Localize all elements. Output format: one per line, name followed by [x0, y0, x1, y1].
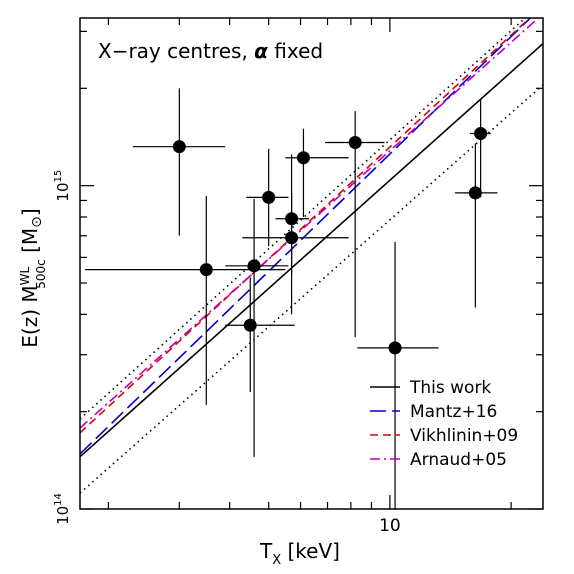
data-point-4 [262, 190, 276, 204]
y-tick-label: 1014 [53, 493, 72, 525]
data-point-3 [243, 318, 257, 332]
fit-line-dotted-2 [80, 84, 543, 494]
fit-lines [80, 18, 543, 494]
tick-labels: 10 1014 1015 [53, 170, 401, 536]
x-axis-label: TX [keV] [259, 539, 340, 568]
y-tick-label: 1015 [53, 170, 72, 202]
data-point-6 [285, 231, 299, 245]
legend-label-3: Arnaud+05 [410, 450, 507, 470]
plot-frame [79, 17, 544, 510]
axis-ticks [80, 18, 543, 510]
data-point-7 [296, 151, 310, 165]
fit-line-this-work [80, 43, 543, 458]
data-point-1 [199, 263, 213, 277]
data-point-5 [285, 212, 299, 226]
data-point-9 [388, 341, 402, 355]
legend-label-0: This work [409, 378, 491, 398]
data-points [172, 126, 488, 355]
legend-label-1: Mantz+16 [410, 402, 497, 422]
legend-label-2: Vikhlinin+09 [410, 426, 518, 446]
data-point-8 [348, 135, 362, 149]
data-point-11 [474, 126, 488, 140]
fit-line-arnaud-05 [80, 18, 540, 429]
fit-line-dotted-1 [80, 18, 527, 420]
data-point-2 [247, 259, 261, 273]
legend: This work Mantz+16 Vikhlinin+09 Arnaud+05 [370, 378, 518, 470]
data-point-10 [468, 186, 482, 200]
data-point-0 [172, 140, 186, 154]
y-axis-label: E(z) MWL 500c [M⊙] [18, 208, 48, 347]
x-tick-label: 10 [379, 516, 401, 536]
fit-line-vikhlinin-09 [80, 18, 531, 434]
chart-annotation: X−ray centres, α fixed [98, 39, 323, 63]
fit-line-mantz-16 [80, 18, 532, 455]
